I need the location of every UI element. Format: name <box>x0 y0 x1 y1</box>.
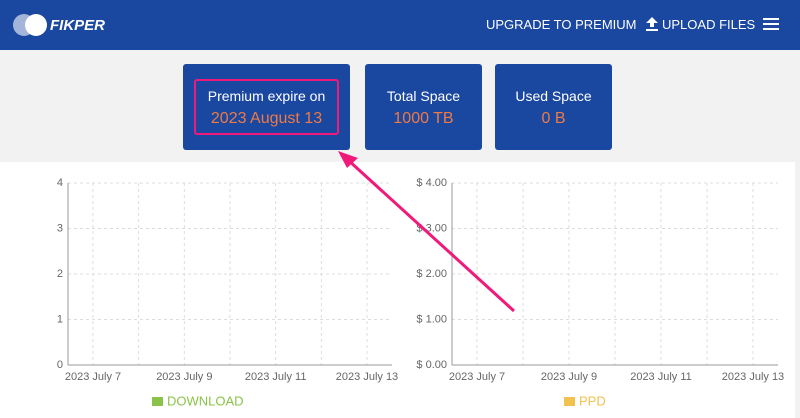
card-value: 2023 August 13 <box>210 110 323 127</box>
legend-swatch <box>564 397 575 406</box>
y-tick-label: 0 <box>57 359 63 371</box>
x-tick-label: 2023 July 7 <box>449 371 505 383</box>
card: Used Space 0 B <box>495 64 612 150</box>
y-tick-label: 3 <box>57 222 63 234</box>
card-label: Used Space <box>515 88 592 104</box>
legend-label: PPD <box>579 393 606 408</box>
y-tick-label: $ 0.00 <box>416 359 447 371</box>
y-tick-label: $ 1.00 <box>416 313 447 325</box>
card: Premium expire on 2023 August 13 <box>183 64 350 150</box>
nav-link[interactable]: UPLOAD FILES <box>662 17 756 32</box>
x-tick-label: 2023 July 9 <box>541 371 597 383</box>
legend-swatch <box>152 397 163 406</box>
x-tick-label: 2023 July 11 <box>630 371 692 383</box>
y-tick-label: $ 3.00 <box>416 222 447 234</box>
menu-icon[interactable] <box>763 18 781 32</box>
y-tick-label: $ 2.00 <box>416 268 447 280</box>
card-label: Total Space <box>386 88 461 104</box>
logo[interactable]: FIKPER <box>10 0 130 50</box>
y-tick-label: 1 <box>57 313 63 325</box>
x-tick-label: 2023 July 7 <box>65 371 121 383</box>
logo-text: FIKPER <box>50 17 105 34</box>
card: Total Space 1000 TB <box>365 64 482 150</box>
y-tick-label: 2 <box>57 268 63 280</box>
y-tick-label: $ 4.00 <box>416 177 447 189</box>
y-tick-label: 4 <box>57 177 63 189</box>
x-tick-label: 2023 July 13 <box>722 371 784 383</box>
top-bar: FIKPER UPGRADE TO PREMIUM UPLOAD FILES <box>0 0 800 50</box>
legend-label: DOWNLOAD <box>167 393 244 408</box>
card-value: 0 B <box>541 110 566 127</box>
x-tick-label: 2023 July 13 <box>336 371 398 383</box>
card-value: 1000 TB <box>393 110 454 127</box>
highlight-box <box>194 79 339 135</box>
x-tick-label: 2023 July 9 <box>156 371 212 383</box>
card-label: Premium expire on <box>207 88 326 104</box>
x-tick-label: 2023 July 11 <box>245 371 307 383</box>
nav-link[interactable]: UPGRADE TO PREMIUM <box>486 17 637 32</box>
upload-icon <box>646 17 658 31</box>
